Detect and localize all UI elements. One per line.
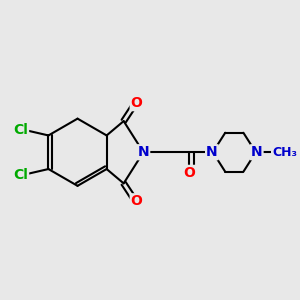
- Text: CH₃: CH₃: [272, 146, 297, 159]
- Text: N: N: [251, 145, 262, 159]
- Text: O: O: [184, 166, 196, 180]
- Text: N: N: [138, 145, 149, 159]
- Text: O: O: [131, 96, 142, 110]
- Text: Cl: Cl: [13, 123, 28, 136]
- Text: Cl: Cl: [13, 168, 28, 182]
- Text: O: O: [131, 194, 142, 208]
- Text: N: N: [206, 145, 218, 159]
